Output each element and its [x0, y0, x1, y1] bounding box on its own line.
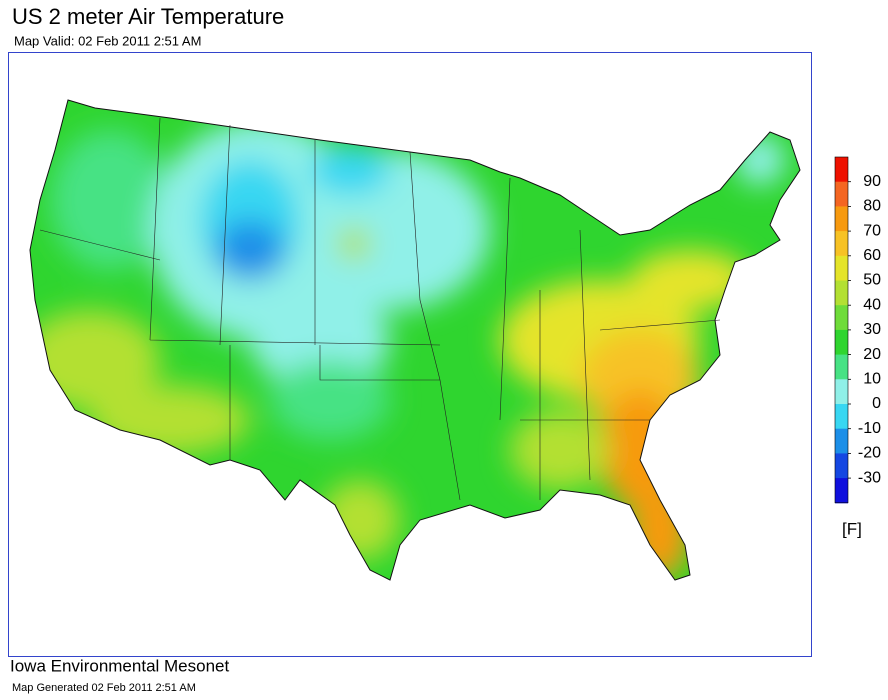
legend-bin [835, 157, 848, 183]
legend-bin [835, 280, 848, 306]
legend-bin [835, 404, 848, 430]
legend-bin [835, 181, 848, 207]
title: US 2 meter Air Temperature [12, 4, 284, 29]
legend-tick-label: -30 [858, 469, 881, 486]
legend-tick-label: -10 [858, 420, 881, 437]
temperature-field [30, 100, 800, 580]
footer-generated: Map Generated 02 Feb 2011 2:51 AM [12, 682, 196, 694]
legend-tick-label: 10 [863, 371, 881, 388]
subtitle: Map Valid: 02 Feb 2011 2:51 AM [14, 33, 201, 48]
legend-bin [835, 478, 848, 504]
unit-label: [F] [842, 519, 862, 538]
legend-bin [835, 255, 848, 281]
legend-bin [835, 379, 848, 405]
map-frame [8, 52, 812, 657]
legend-tick-label: 80 [863, 198, 881, 215]
legend-bin [835, 206, 848, 232]
legend-tick-label: 50 [863, 272, 881, 289]
state-lines [39, 117, 721, 501]
legend-tick-label: 60 [863, 247, 881, 264]
legend-tick-label: 30 [863, 321, 881, 338]
legend-bin [835, 428, 848, 454]
legend-bin [835, 354, 848, 380]
legend-bin [835, 453, 848, 479]
legend-bin [835, 329, 848, 356]
legend-tick-label: 70 [863, 222, 881, 239]
footer-org: Iowa Environmental Mesonet [10, 656, 230, 675]
legend-bin [835, 305, 848, 331]
legend-tick-label: 20 [863, 346, 881, 363]
legend-tick-label: 40 [863, 296, 881, 313]
legend-bin [835, 231, 848, 257]
legend-tick-label: -20 [858, 445, 881, 462]
legend-tick-label: 90 [863, 173, 881, 190]
legend-tick-label: 0 [872, 395, 881, 412]
